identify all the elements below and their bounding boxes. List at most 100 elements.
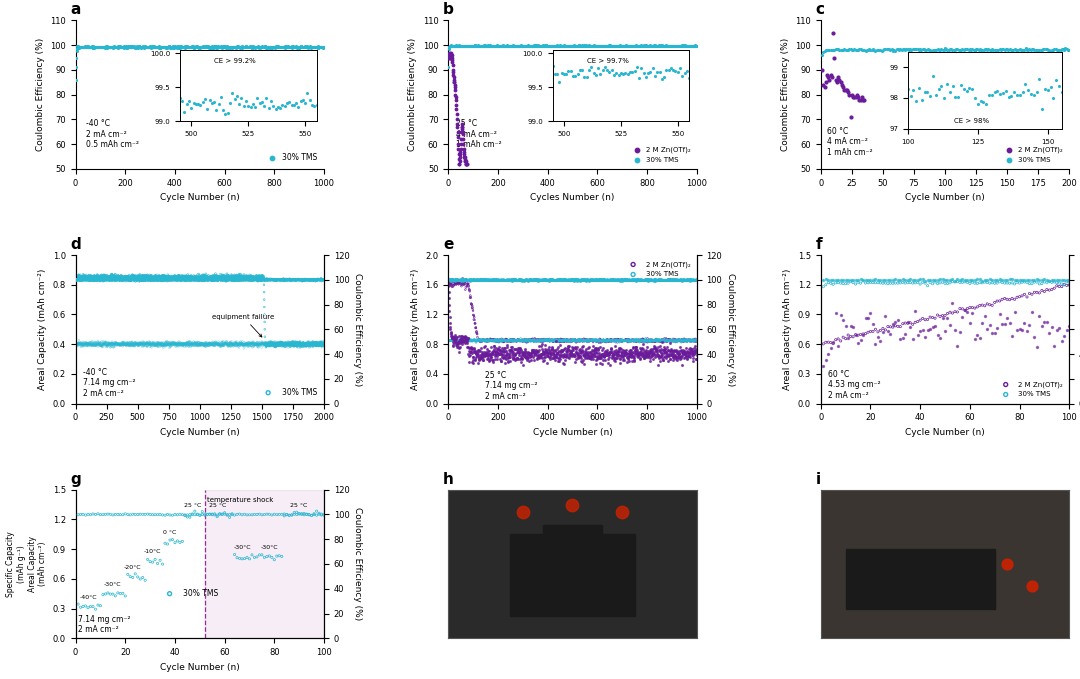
Point bbox=[652, 335, 670, 346]
Point bbox=[499, 40, 516, 51]
Point bbox=[453, 279, 470, 290]
Point bbox=[311, 340, 328, 350]
Point bbox=[91, 338, 108, 349]
Point bbox=[653, 335, 671, 346]
Point bbox=[220, 274, 238, 285]
Point bbox=[608, 334, 625, 345]
Point bbox=[185, 272, 202, 282]
Point bbox=[98, 274, 116, 285]
Point bbox=[584, 274, 602, 285]
Point bbox=[567, 40, 584, 51]
Point bbox=[309, 275, 326, 286]
Point bbox=[212, 341, 229, 352]
Point bbox=[294, 338, 311, 349]
Point bbox=[261, 337, 279, 348]
Point bbox=[76, 42, 93, 53]
Point bbox=[260, 339, 278, 350]
Point bbox=[596, 335, 613, 346]
Point bbox=[260, 337, 278, 348]
Point bbox=[269, 42, 286, 53]
Point bbox=[677, 337, 694, 348]
Point bbox=[665, 336, 683, 347]
Point bbox=[282, 275, 299, 286]
Point bbox=[596, 40, 613, 51]
Point bbox=[293, 42, 310, 53]
Point bbox=[584, 274, 602, 285]
Point bbox=[633, 274, 650, 285]
Point bbox=[853, 45, 870, 56]
Point bbox=[538, 335, 555, 346]
Point bbox=[179, 274, 197, 285]
Point bbox=[121, 276, 138, 287]
Point bbox=[994, 318, 1011, 329]
Point bbox=[246, 274, 264, 285]
Point bbox=[180, 275, 198, 286]
Point bbox=[77, 271, 94, 282]
Point bbox=[187, 274, 204, 285]
Point bbox=[472, 336, 489, 347]
Point bbox=[309, 274, 326, 285]
Point bbox=[615, 335, 632, 346]
Point bbox=[165, 339, 183, 350]
Y-axis label: Coulombic Efficiency (%): Coulombic Efficiency (%) bbox=[408, 38, 417, 151]
Point bbox=[75, 274, 92, 285]
Point bbox=[486, 334, 503, 345]
Point bbox=[86, 340, 104, 351]
Point bbox=[73, 340, 91, 350]
Point bbox=[503, 333, 521, 344]
Point bbox=[470, 274, 487, 285]
Point bbox=[451, 278, 469, 289]
Point bbox=[687, 334, 704, 345]
Point bbox=[458, 335, 475, 346]
Point bbox=[272, 274, 289, 285]
Point bbox=[164, 339, 181, 350]
Point bbox=[451, 333, 469, 344]
Point bbox=[249, 270, 267, 281]
Point bbox=[140, 42, 158, 53]
Point bbox=[446, 276, 463, 287]
Point bbox=[215, 274, 232, 285]
Point bbox=[234, 273, 252, 284]
Point bbox=[172, 272, 189, 282]
Point bbox=[75, 271, 92, 282]
Point bbox=[150, 274, 167, 285]
Point bbox=[198, 274, 215, 285]
Point bbox=[114, 274, 132, 285]
Point bbox=[1011, 278, 1028, 289]
Point bbox=[544, 275, 562, 286]
Point bbox=[195, 272, 213, 283]
Point bbox=[549, 335, 566, 346]
Point bbox=[671, 40, 688, 51]
Point bbox=[232, 336, 249, 347]
Point bbox=[174, 272, 191, 282]
Point bbox=[513, 352, 530, 363]
Point bbox=[240, 41, 257, 52]
Point bbox=[82, 41, 99, 52]
Point bbox=[671, 334, 688, 345]
Point bbox=[504, 40, 522, 51]
Point bbox=[133, 274, 150, 285]
Point bbox=[636, 335, 653, 346]
Point bbox=[462, 274, 480, 285]
Point bbox=[162, 272, 179, 282]
Point bbox=[576, 348, 593, 359]
Point bbox=[90, 274, 107, 285]
Point bbox=[620, 336, 637, 347]
Point bbox=[509, 274, 526, 285]
Point bbox=[175, 41, 192, 52]
Point bbox=[86, 339, 104, 350]
Point bbox=[82, 270, 99, 280]
Point bbox=[461, 41, 478, 52]
Point bbox=[827, 43, 845, 54]
Point bbox=[554, 274, 571, 285]
Point bbox=[660, 274, 677, 285]
Point bbox=[257, 274, 274, 285]
Point bbox=[445, 67, 462, 78]
Point bbox=[637, 41, 654, 52]
Point bbox=[894, 318, 912, 329]
Point bbox=[94, 41, 111, 52]
Point bbox=[312, 41, 329, 52]
Point bbox=[536, 274, 553, 285]
Point bbox=[147, 272, 164, 282]
Point bbox=[191, 274, 208, 285]
